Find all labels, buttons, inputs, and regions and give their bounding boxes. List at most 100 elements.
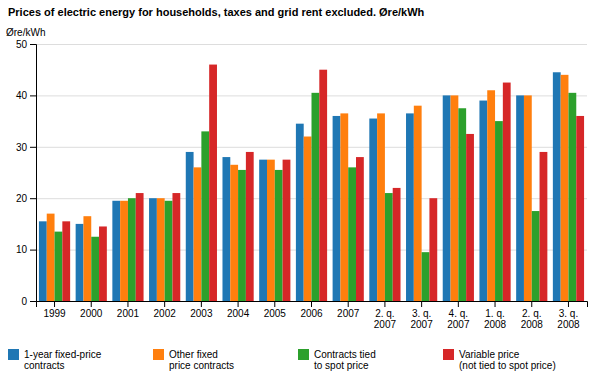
text-line: 2006 xyxy=(300,308,323,319)
bar xyxy=(149,198,157,301)
tick-mark xyxy=(238,301,239,307)
tick-label: 30 xyxy=(16,142,28,153)
bar xyxy=(267,160,275,301)
text-line: to spot price xyxy=(314,360,369,371)
tick-label: 3. q.2007 xyxy=(411,308,434,330)
tick-label: 2006 xyxy=(300,308,323,319)
text-line: 2007 xyxy=(411,319,434,330)
bar xyxy=(304,137,312,301)
bar xyxy=(487,90,495,301)
bar xyxy=(340,113,348,301)
bar xyxy=(385,193,393,301)
legend-item: Other fixedprice contracts xyxy=(153,349,234,371)
bar xyxy=(369,119,377,301)
legend-swatch xyxy=(8,349,19,360)
bar xyxy=(532,211,540,301)
tick: 2006 xyxy=(300,301,323,319)
text-line: 1-year fixed-price xyxy=(24,349,102,360)
bar xyxy=(495,121,503,301)
tick: 2003 xyxy=(190,301,213,319)
tick-label: 0 xyxy=(21,296,27,307)
tick-mark xyxy=(384,301,385,307)
tick-label: 2000 xyxy=(80,308,103,319)
legend-item: 1-year fixed-pricecontracts xyxy=(8,349,102,371)
series xyxy=(62,65,584,301)
text-line: (not tied to spot price) xyxy=(459,360,556,371)
legend-label: Variable price(not tied to spot price) xyxy=(459,349,556,371)
tick: 2004 xyxy=(227,301,250,319)
chart: Prices of electric energy for households… xyxy=(0,0,599,381)
tick: 40 xyxy=(16,90,36,101)
bar xyxy=(259,160,267,301)
tick-mark xyxy=(421,301,422,307)
plot: 01020304050Øre/kWh1999200020012002200320… xyxy=(6,27,588,330)
bar xyxy=(186,152,194,301)
tick-mark xyxy=(127,301,128,307)
bar xyxy=(553,72,561,301)
bar xyxy=(422,252,430,301)
legend-swatch xyxy=(443,349,454,360)
text-line: 2. q. xyxy=(522,308,541,319)
bar xyxy=(356,157,364,301)
bar xyxy=(128,198,136,301)
bar xyxy=(238,170,246,301)
bar xyxy=(55,232,63,301)
bar xyxy=(275,170,283,301)
tick-mark xyxy=(30,250,36,251)
bar xyxy=(516,95,524,301)
series xyxy=(39,72,561,301)
bar xyxy=(540,152,548,301)
tick-mark xyxy=(348,301,349,307)
tick-mark xyxy=(54,301,55,307)
legend-label: Other fixedprice contracts xyxy=(169,349,234,371)
tick: 2. q.2007 xyxy=(374,301,397,330)
tick-mark xyxy=(91,301,92,307)
bar xyxy=(91,237,99,301)
bar xyxy=(230,165,238,301)
bar xyxy=(47,214,55,301)
bar xyxy=(246,152,254,301)
legend-swatch xyxy=(153,349,164,360)
tick: 20 xyxy=(16,193,36,204)
tick-label: 2003 xyxy=(190,308,213,319)
legend: 1-year fixed-pricecontracts Other fixedpr… xyxy=(8,349,556,371)
tick-label: 40 xyxy=(16,90,28,101)
bar xyxy=(136,193,144,301)
tick: 1999 xyxy=(43,301,66,319)
tick: 4. q.2007 xyxy=(447,301,470,330)
legend-label: Contracts tiedto spot price xyxy=(314,349,376,371)
title: Prices of electric energy for households… xyxy=(8,6,425,18)
bar xyxy=(99,226,107,301)
bar xyxy=(83,216,91,301)
bars xyxy=(39,65,584,301)
text-line: Other fixed xyxy=(169,349,218,360)
text-line: 3. q. xyxy=(412,308,431,319)
text-line: 1999 xyxy=(43,308,66,319)
tick-label: 2002 xyxy=(154,308,177,319)
tick: 3. q.2007 xyxy=(411,301,434,330)
text-line: 2007 xyxy=(337,308,360,319)
tick-label: 2007 xyxy=(337,308,360,319)
tick-label: 2. q.2008 xyxy=(521,308,544,330)
bar xyxy=(458,108,466,301)
text-line: 2000 xyxy=(80,308,103,319)
tick-mark xyxy=(495,301,496,307)
bar xyxy=(209,65,217,301)
tick-label: 1999 xyxy=(43,308,66,319)
legend-item: Contracts tiedto spot price xyxy=(298,349,376,371)
bar xyxy=(172,193,180,301)
bar xyxy=(393,188,401,301)
tick: 2007 xyxy=(337,301,360,319)
series xyxy=(47,75,569,301)
bar xyxy=(561,75,569,301)
tick-mark xyxy=(30,95,36,96)
text-line: 3. q. xyxy=(559,308,578,319)
bar xyxy=(201,131,209,301)
axis-title: Øre/kWh xyxy=(6,27,45,38)
tick-label: 3. q.2008 xyxy=(557,308,580,330)
text-line: 2008 xyxy=(484,319,507,330)
tick-label: 2. q.2007 xyxy=(374,308,397,330)
bar xyxy=(576,116,584,301)
bar xyxy=(503,83,511,301)
tick-mark xyxy=(30,44,36,45)
